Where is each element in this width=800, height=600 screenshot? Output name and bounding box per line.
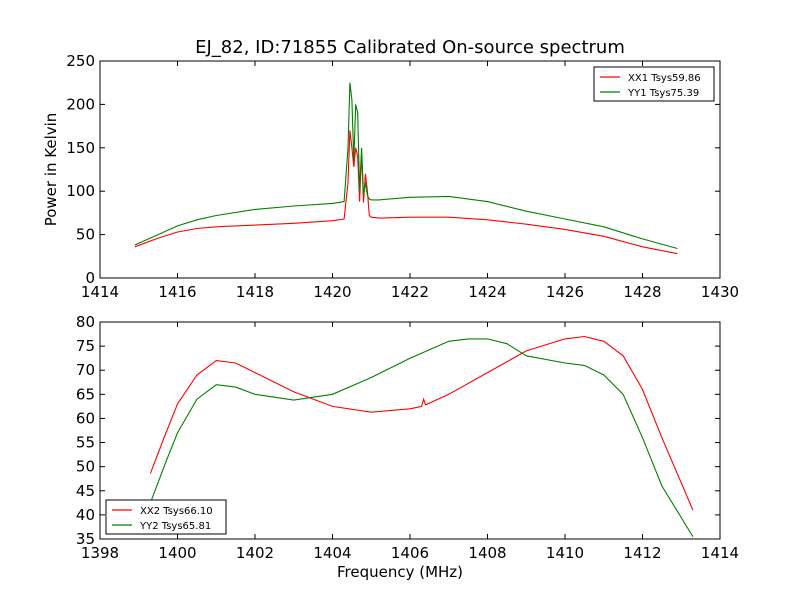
y-tick-label: 55	[76, 434, 95, 452]
series-line-1-2	[134, 82, 678, 250]
x-tick-label: 1414	[701, 544, 739, 562]
x-tick-label: 1424	[468, 283, 506, 301]
x-tick-label: 1416	[158, 283, 196, 301]
y-tick-label: 0	[85, 269, 95, 287]
x-tick-label: 1426	[546, 283, 584, 301]
y-tick-label: 65	[76, 385, 95, 403]
legend: XX1 Tsys59.86 YY1 Tsys75.39	[593, 66, 715, 102]
x-tick-label: 1398	[81, 544, 119, 562]
x-axis-label: Frequency (MHz)	[337, 563, 463, 581]
y-tick-label: 200	[66, 95, 95, 113]
subplot-2: 1398 1400 1402 1404 1406 1408 1410 1412 1414 35 40…	[76, 313, 739, 581]
y-tick-label: 70	[76, 361, 95, 379]
legend: XX2 Tsys66.10 YY2 Tsys65.81	[105, 499, 227, 535]
y-tick-label: 150	[66, 139, 95, 157]
legend-box	[105, 499, 227, 535]
y-tick-label: 250	[66, 52, 95, 70]
x-tick-label: 1410	[546, 544, 584, 562]
series-line-2-2	[149, 338, 694, 537]
y-tick-label: 45	[76, 482, 95, 500]
legend-box	[593, 66, 715, 102]
x-tick-label: 1414	[81, 283, 119, 301]
x-tick-label: 1420	[313, 283, 351, 301]
y-tick-label: 35	[76, 530, 95, 548]
y-tick-label: 80	[76, 313, 95, 331]
x-tick-label: 1400	[158, 544, 196, 562]
y-tick-label: 75	[76, 337, 95, 355]
series-line-2-1	[149, 335, 694, 511]
subplot-1: 1414 1416 1418 1420 1422 1424 1426 1428 1430 0 50 1…	[42, 52, 739, 301]
x-tick-label: 1418	[236, 283, 274, 301]
x-tick-label: 1402	[236, 544, 274, 562]
y-tick-label: 40	[76, 506, 95, 524]
x-tick-label: 1406	[391, 544, 429, 562]
y-tick-label: 50	[76, 226, 95, 244]
x-tick-label: 1428	[623, 283, 661, 301]
series-line-1-1	[134, 130, 678, 255]
x-tick-label: 1408	[468, 544, 506, 562]
y-tick-label: 60	[76, 409, 95, 427]
y-tick-label: 50	[76, 458, 95, 476]
y-axis-label: Power in Kelvin	[42, 113, 60, 227]
chart-title: EJ_82, ID:71855 Calibrated On-source spe…	[195, 37, 625, 58]
legend-label: YY2 Tsys65.81	[139, 521, 211, 532]
legend-label: XX2 Tsys66.10	[140, 506, 213, 517]
y-tick-label: 100	[66, 182, 95, 200]
legend-label: YY1 Tsys75.39	[627, 88, 699, 99]
legend-label: XX1 Tsys59.86	[628, 73, 701, 84]
x-tick-label: 1412	[623, 544, 661, 562]
x-tick-label: 1430	[701, 283, 739, 301]
x-tick-label: 1404	[313, 544, 351, 562]
x-tick-label: 1422	[391, 283, 429, 301]
